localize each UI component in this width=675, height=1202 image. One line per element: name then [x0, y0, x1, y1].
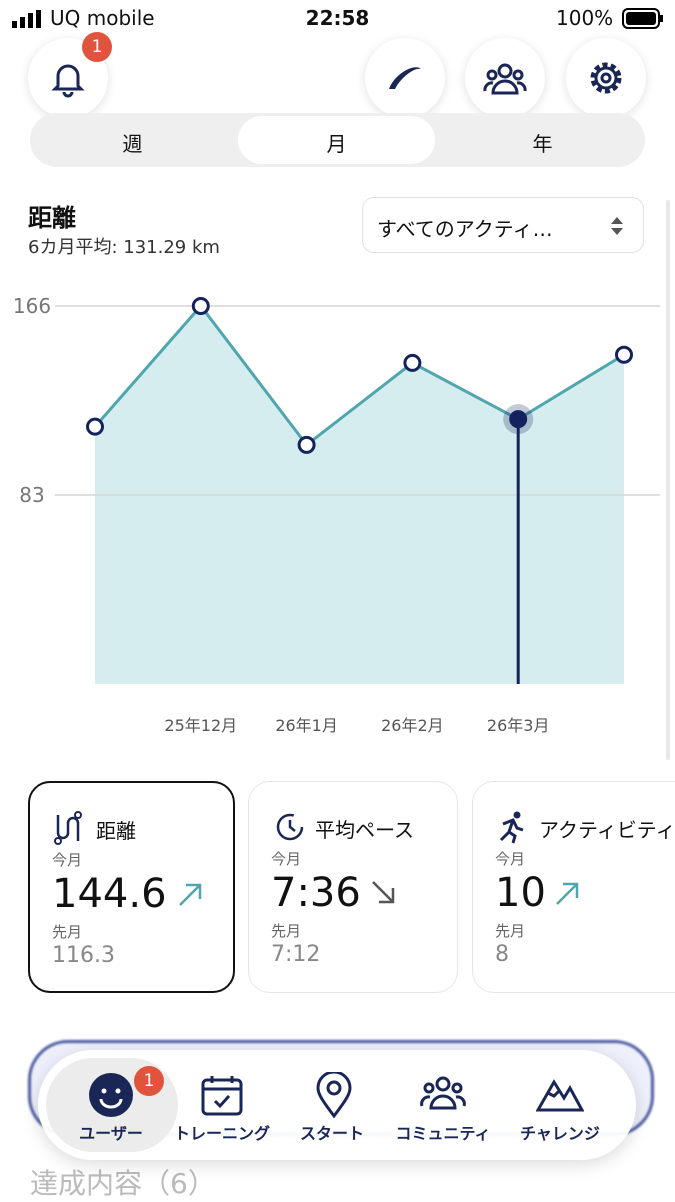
nav-badge: 1 — [134, 1066, 164, 1096]
x-tick-label: 25年12月 — [164, 716, 237, 735]
card-current-label: 今月 — [271, 850, 302, 868]
card-title: 平均ペース — [315, 818, 414, 842]
period-selected — [238, 116, 435, 164]
y-tick-label: 166 — [13, 294, 51, 318]
trend-arrow — [179, 883, 202, 906]
dropdown-icon — [611, 217, 623, 235]
start-icon — [316, 1072, 352, 1118]
card-previous-value: 116.3 — [52, 943, 115, 968]
period-tab[interactable]: 月 — [326, 132, 347, 156]
x-tick-label: 26年3月 — [487, 716, 550, 735]
clock: 22:58 — [305, 6, 370, 30]
filter-text: すべてのアクティ… — [377, 217, 553, 241]
metric-card[interactable]: アクティビティ 今月 10 先月 8 — [472, 781, 675, 993]
nav-item[interactable]: トレーニング — [173, 1124, 270, 1143]
user-icon — [89, 1073, 133, 1117]
card-title: アクティビティ — [539, 818, 675, 842]
trend-arrow — [372, 881, 395, 904]
friends-button[interactable] — [465, 38, 545, 118]
carrier: UQ mobile — [50, 6, 155, 30]
line — [93, 303, 625, 448]
card-previous-label: 先月 — [271, 922, 302, 940]
settings-button[interactable] — [566, 38, 646, 118]
x-tick-label: 26年2月 — [381, 716, 444, 735]
battery-text: 100% — [556, 6, 614, 30]
point — [509, 410, 528, 429]
point — [615, 345, 633, 364]
training-icon — [201, 1076, 243, 1116]
metric-subtitle: 6カ月平均: 131.29 km — [28, 237, 220, 258]
card-current-label: 今月 — [52, 851, 83, 869]
point — [297, 435, 316, 454]
nav-item[interactable]: チャレンジ — [520, 1124, 600, 1143]
signal-icon — [12, 10, 41, 28]
community-icon — [420, 1076, 466, 1110]
card-previous-label: 先月 — [52, 923, 83, 941]
card-title: 距離 — [96, 819, 136, 843]
x-tick-label: 26年1月 — [275, 716, 338, 735]
brand-button[interactable] — [365, 38, 445, 118]
card-current-value: 7:36 — [271, 870, 361, 916]
metric-title: 距離 — [28, 204, 76, 232]
nav-item[interactable]: スタート — [299, 1124, 364, 1143]
chart: 83 166 25年12月 26年1月 26年2月 26年3月 — [13, 294, 660, 735]
nav-item[interactable]: コミュニティ — [395, 1124, 491, 1143]
trend-arrow — [556, 882, 579, 905]
card-current-value: 144.6 — [52, 871, 167, 917]
period-tab[interactable]: 年 — [532, 132, 553, 156]
point — [403, 353, 422, 372]
card-previous-label: 先月 — [495, 922, 526, 940]
scrollbar — [666, 200, 670, 760]
nav-item[interactable]: ユーザー — [79, 1124, 143, 1143]
card-previous-value: 8 — [495, 942, 509, 967]
point — [191, 297, 210, 315]
metric-card[interactable]: 平均ペース 今月 7:36 先月 7:12 — [248, 781, 458, 993]
notification-badge: 1 — [82, 32, 112, 62]
card-previous-value: 7:12 — [271, 942, 321, 967]
metric-card[interactable]: 距離 今月 144.6 先月 116.3 — [28, 781, 235, 993]
card-current-value: 10 — [495, 870, 546, 916]
y-tick-label: 83 — [19, 483, 44, 507]
challenge-icon — [536, 1079, 584, 1112]
achievements-row[interactable]: 達成内容（6） — [30, 1167, 216, 1200]
point — [86, 417, 104, 436]
activity-filter[interactable]: すべてのアクティ… — [362, 197, 644, 253]
period-tab[interactable]: 週 — [122, 132, 143, 156]
card-current-label: 今月 — [495, 850, 526, 868]
battery-icon — [622, 8, 663, 29]
